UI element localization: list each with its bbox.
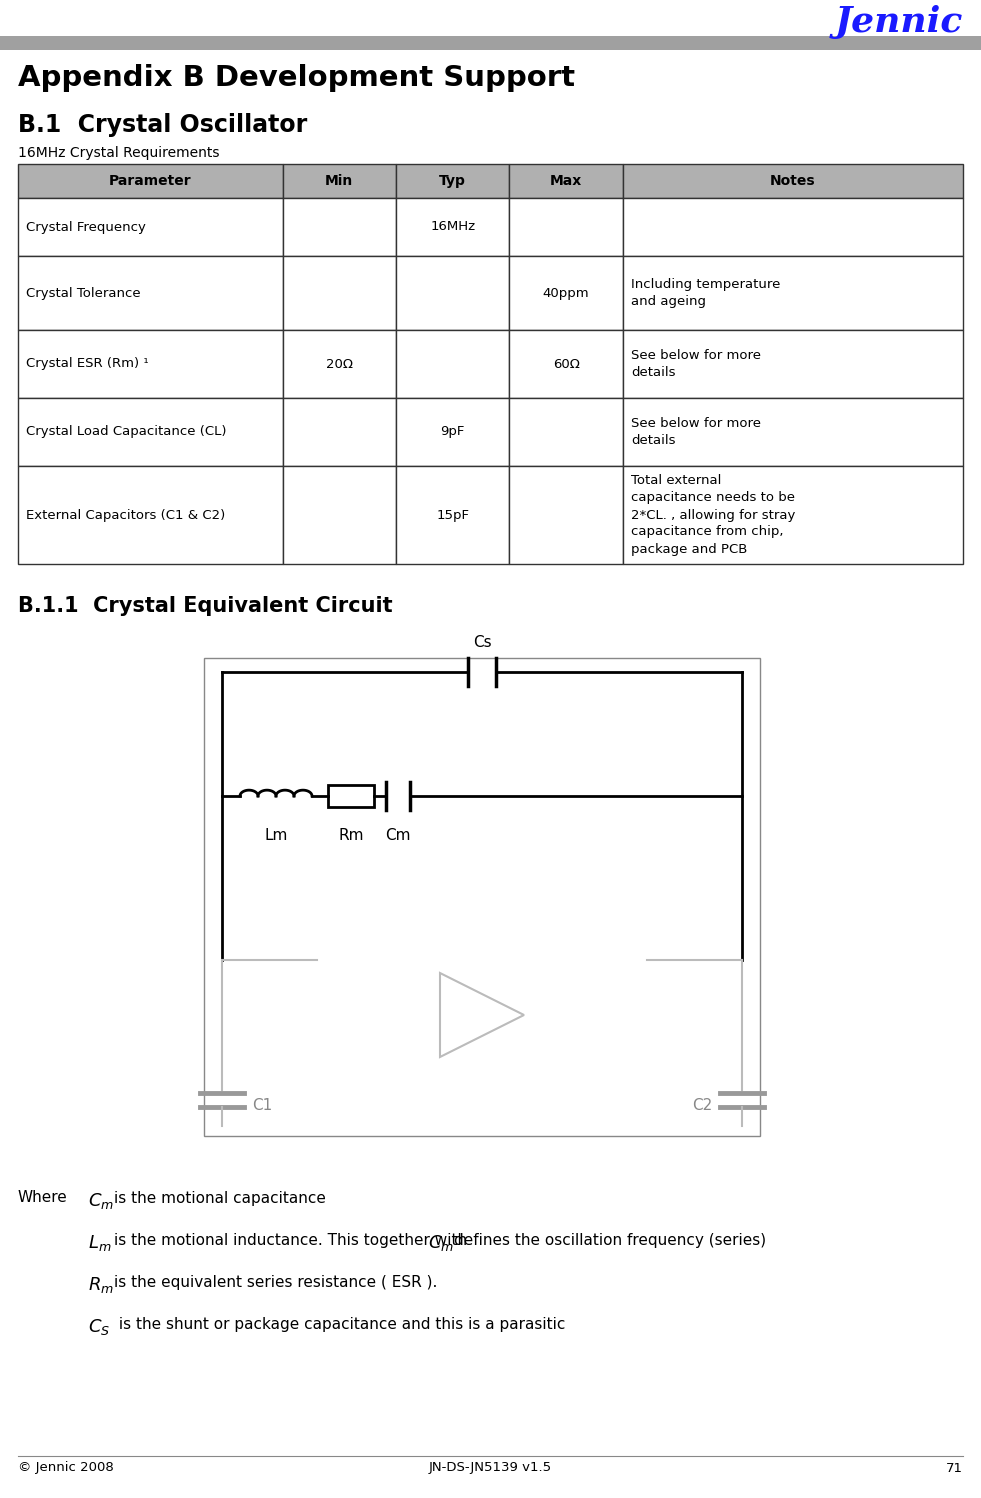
Bar [18, 163, 283, 198]
Text: Crystal Frequency: Crystal Frequency [26, 220, 146, 234]
Text: $C_m$: $C_m$ [88, 1191, 114, 1210]
Text: 71: 71 [946, 1462, 963, 1474]
Bar [283, 198, 396, 256]
Bar [623, 330, 963, 398]
Bar [509, 330, 623, 398]
Text: Typ: Typ [439, 174, 466, 189]
Bar [509, 466, 623, 565]
Bar [509, 398, 623, 466]
Bar [204, 658, 760, 1135]
Text: Cs: Cs [473, 635, 491, 650]
Text: is the shunt or package capacitance and this is a parasitic: is the shunt or package capacitance and … [114, 1317, 565, 1332]
Text: 16MHz Crystal Requirements: 16MHz Crystal Requirements [18, 145, 220, 160]
Text: Where: Where [18, 1189, 68, 1204]
Text: is the motional inductance. This together with: is the motional inductance. This togethe… [114, 1233, 467, 1248]
Text: defines the oscillation frequency (series): defines the oscillation frequency (serie… [454, 1233, 766, 1248]
Bar [396, 163, 509, 198]
Text: 15pF: 15pF [437, 508, 469, 521]
Text: Including temperature
and ageing: Including temperature and ageing [631, 279, 780, 309]
Bar [18, 198, 283, 256]
Bar [283, 466, 396, 565]
Bar [396, 466, 509, 565]
Text: Cm: Cm [386, 828, 411, 843]
Text: Min: Min [325, 174, 353, 189]
Text: 9pF: 9pF [440, 425, 465, 439]
Bar [328, 785, 374, 807]
Text: Parameter: Parameter [109, 174, 191, 189]
Text: B.1.1  Crystal Equivalent Circuit: B.1.1 Crystal Equivalent Circuit [18, 596, 392, 616]
Text: Crystal Tolerance: Crystal Tolerance [26, 286, 140, 300]
Text: JN-DS-JN5139 v1.5: JN-DS-JN5139 v1.5 [429, 1462, 551, 1474]
Text: Max: Max [550, 174, 583, 189]
Text: 60Ω: 60Ω [552, 358, 580, 370]
Text: $L_m$: $L_m$ [88, 1233, 112, 1252]
Text: $C_m$: $C_m$ [428, 1233, 454, 1252]
Bar [18, 398, 283, 466]
Bar [623, 398, 963, 466]
Text: Crystal ESR (Rm) ¹: Crystal ESR (Rm) ¹ [26, 358, 149, 370]
Text: Total external
capacitance needs to be
2*CL. , allowing for stray
capacitance fr: Total external capacitance needs to be 2… [631, 475, 796, 556]
Text: Appendix B Development Support: Appendix B Development Support [18, 64, 575, 91]
Bar [396, 398, 509, 466]
Bar [283, 398, 396, 466]
Text: See below for more
details: See below for more details [631, 416, 761, 446]
Bar [396, 330, 509, 398]
Text: © Jennic 2008: © Jennic 2008 [18, 1462, 114, 1474]
Bar [623, 163, 963, 198]
Bar [623, 466, 963, 565]
Bar [18, 256, 283, 330]
Text: C2: C2 [692, 1098, 712, 1113]
Text: Jennic: Jennic [835, 4, 963, 39]
Text: See below for more
details: See below for more details [631, 349, 761, 379]
Bar [509, 163, 623, 198]
Text: 20Ω: 20Ω [326, 358, 353, 370]
Bar [18, 466, 283, 565]
Bar [623, 198, 963, 256]
Bar [283, 256, 396, 330]
Text: External Capacitors (C1 & C2): External Capacitors (C1 & C2) [26, 508, 226, 521]
Text: Crystal Load Capacitance (CL): Crystal Load Capacitance (CL) [26, 425, 227, 439]
Text: 40ppm: 40ppm [542, 286, 590, 300]
Text: Notes: Notes [770, 174, 816, 189]
Text: Rm: Rm [338, 828, 364, 843]
Bar [509, 198, 623, 256]
Bar [623, 256, 963, 330]
Bar [396, 198, 509, 256]
Bar [283, 163, 396, 198]
Text: 16MHz: 16MHz [430, 220, 475, 234]
Text: $C_S$: $C_S$ [88, 1317, 110, 1338]
Bar [18, 330, 283, 398]
Bar [396, 256, 509, 330]
Text: B.1  Crystal Oscillator: B.1 Crystal Oscillator [18, 112, 307, 136]
Text: $R_m$: $R_m$ [88, 1275, 114, 1294]
Bar [509, 256, 623, 330]
Text: C1: C1 [252, 1098, 273, 1113]
Text: is the equivalent series resistance ( ESR ).: is the equivalent series resistance ( ES… [114, 1275, 438, 1290]
Text: Lm: Lm [264, 828, 287, 843]
Bar [0, 36, 981, 49]
Text: is the motional capacitance: is the motional capacitance [114, 1191, 326, 1206]
Bar [283, 330, 396, 398]
